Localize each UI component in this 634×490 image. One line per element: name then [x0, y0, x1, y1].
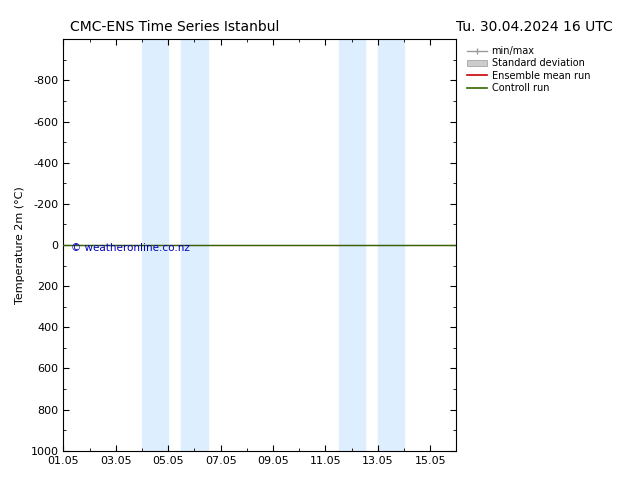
Text: © weatheronline.co.nz: © weatheronline.co.nz — [71, 243, 190, 253]
Legend: min/max, Standard deviation, Ensemble mean run, Controll run: min/max, Standard deviation, Ensemble me… — [465, 44, 592, 95]
Bar — [339, 39, 365, 451]
Bar — [142, 39, 168, 451]
Y-axis label: Temperature 2m (°C): Temperature 2m (°C) — [15, 186, 25, 304]
Bar — [378, 39, 404, 451]
Text: Tu. 30.04.2024 16 UTC: Tu. 30.04.2024 16 UTC — [456, 20, 613, 34]
Bar — [181, 39, 207, 451]
Text: CMC-ENS Time Series Istanbul: CMC-ENS Time Series Istanbul — [70, 20, 279, 34]
